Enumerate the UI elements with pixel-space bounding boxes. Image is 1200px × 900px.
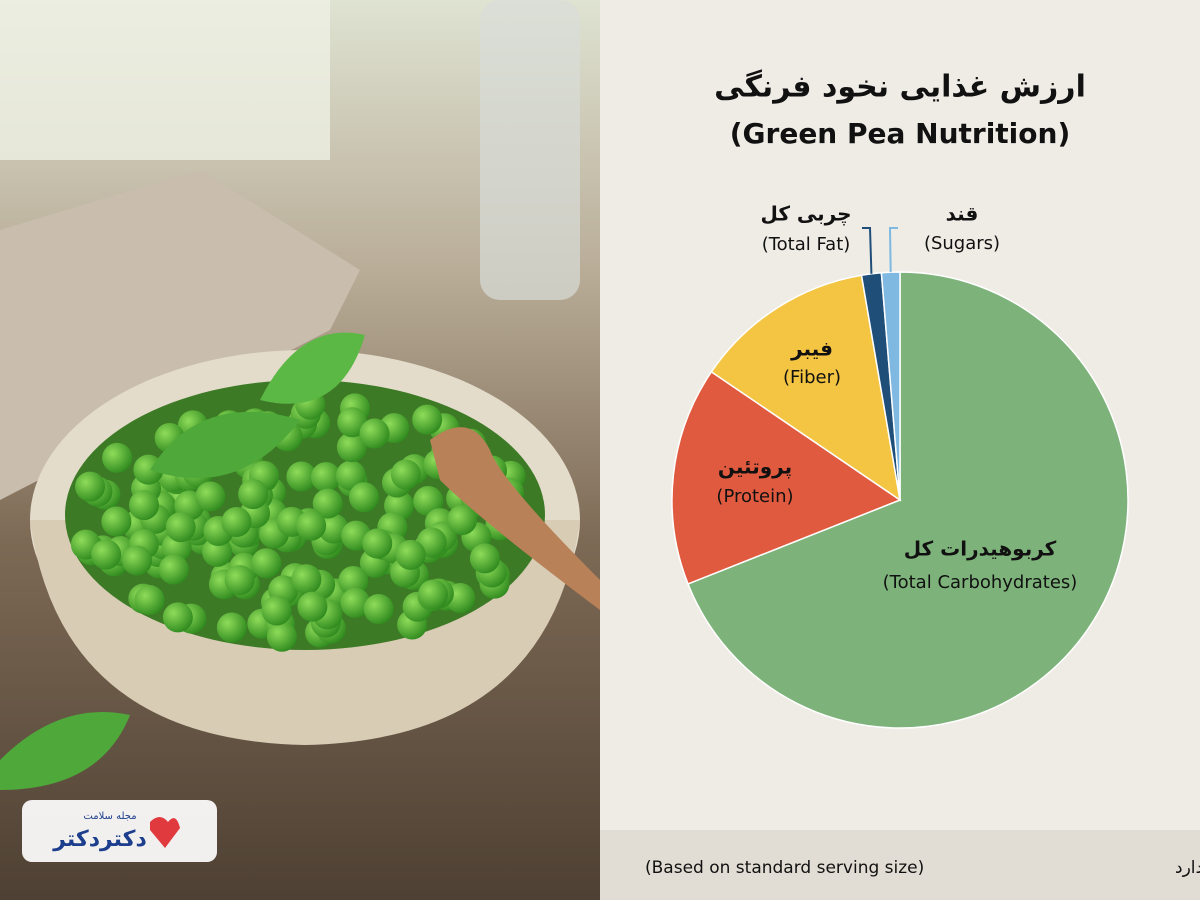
logo-heart <box>150 817 180 848</box>
pea <box>318 513 349 544</box>
pea <box>158 554 189 585</box>
spoon <box>430 427 600 610</box>
leader-line <box>862 227 873 274</box>
pea <box>337 407 368 438</box>
pea <box>447 505 478 536</box>
pea <box>297 591 328 622</box>
pea <box>238 479 269 510</box>
slice-label-fa: کربوهیدرات کل <box>904 537 1057 561</box>
slice-label-en: (Total Fat) <box>762 234 851 255</box>
pea <box>266 621 297 652</box>
pea <box>412 404 443 435</box>
slice-label-en: (Fiber) <box>783 367 841 388</box>
pea <box>336 432 367 463</box>
pea <box>91 539 122 570</box>
logo-tagline: مجله سلامت <box>83 811 136 822</box>
pea <box>338 565 369 596</box>
pea <box>122 545 153 576</box>
pea <box>195 481 226 512</box>
pea <box>75 471 106 502</box>
mint-leaf <box>260 332 365 404</box>
pea <box>359 418 390 449</box>
pea <box>296 510 327 541</box>
pea <box>129 490 160 521</box>
pea <box>418 579 449 610</box>
pea <box>340 587 371 618</box>
pie-slice <box>687 271 1129 729</box>
mint-leaf <box>150 411 300 479</box>
pea <box>165 512 196 543</box>
pea <box>286 461 317 492</box>
slice-label-fa: پروتئین <box>718 455 792 480</box>
chart-subtitle: (Green Pea Nutrition) <box>730 117 1071 150</box>
pea <box>216 612 247 643</box>
pea <box>102 442 133 473</box>
window <box>0 0 330 160</box>
chart-title: ارزش غذایی نخود فرنگی <box>714 69 1086 105</box>
pea <box>362 528 393 559</box>
glass <box>480 0 580 300</box>
pea <box>390 459 421 490</box>
pea <box>348 482 379 513</box>
pea <box>413 485 444 516</box>
slice-label-en: (Sugars) <box>924 233 1000 254</box>
pea <box>310 462 341 493</box>
footer-strip <box>600 830 1200 900</box>
slice-label-en: (Total Carbohydrates) <box>883 572 1078 593</box>
pea <box>395 539 426 570</box>
pea <box>335 460 366 491</box>
pea <box>134 585 165 616</box>
pea <box>261 595 292 626</box>
photo: مجله سلامت دکتردکتر <box>0 0 600 900</box>
footnote-fa: بر اساس اندازه سرو استاندارد <box>1175 858 1200 878</box>
slice-label-fa: فیبر <box>790 337 833 361</box>
pea <box>221 506 252 537</box>
pea <box>469 543 500 574</box>
slice-label-fa: چربی کل <box>760 202 851 227</box>
pea <box>363 594 394 625</box>
logo-box <box>22 800 217 862</box>
pie-slice <box>710 274 902 502</box>
leader-line <box>888 227 898 273</box>
pea <box>224 565 255 596</box>
slice-label-fa: قند <box>946 202 979 226</box>
pea <box>312 488 343 519</box>
mint-leaf <box>0 712 130 790</box>
pea <box>291 564 322 595</box>
footnote-en: (Based on standard serving size) <box>645 858 924 878</box>
pea <box>251 548 282 579</box>
pie: کربوهیدرات کل (Total Carbohydrates) پروتئی… <box>671 202 1129 729</box>
pea <box>101 506 132 537</box>
logo-name: دکتردکتر <box>52 827 147 852</box>
pie-slice <box>671 370 902 585</box>
slice-label-en: (Protein) <box>716 486 793 507</box>
pea <box>162 602 193 633</box>
